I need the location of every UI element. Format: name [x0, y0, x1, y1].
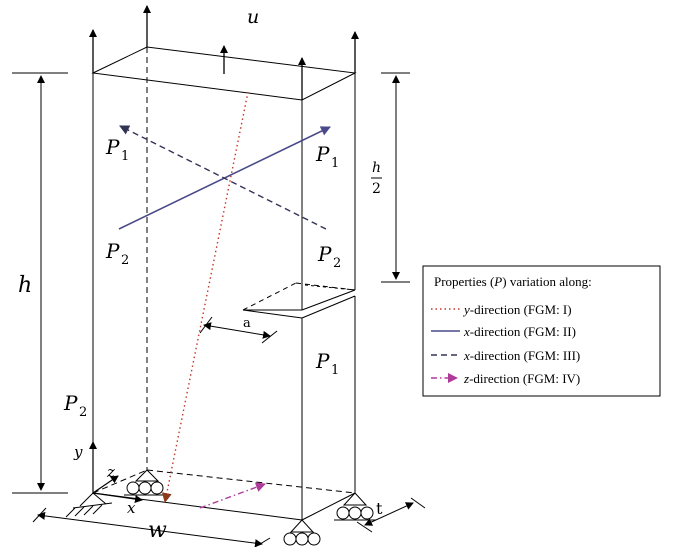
legend-item-fgm-4: z-direction (FGM: IV)	[431, 371, 580, 386]
dimension-label-a: a	[243, 316, 251, 331]
svg-text:P: P	[315, 142, 330, 166]
fgm-III-line	[119, 125, 327, 230]
svg-text:2: 2	[333, 256, 341, 271]
property-label-p1-left: P 1	[105, 135, 129, 164]
legend-item-fgm-2: x-direction (FGM: II)	[431, 324, 576, 339]
svg-text:1: 1	[331, 363, 339, 378]
legend-item-fgm-3: x-direction (FGM: III)	[431, 348, 580, 363]
dimension-t	[356, 497, 426, 533]
svg-text:y-direction (FGM: I): y-direction (FGM: I)	[462, 302, 572, 317]
svg-text:P: P	[315, 349, 330, 373]
property-label-p1-right: P 1	[315, 142, 339, 171]
dimension-h	[12, 72, 68, 494]
svg-text:P: P	[317, 242, 332, 266]
svg-text:2: 2	[79, 405, 87, 420]
legend-title: Properties (P) variation along:	[434, 274, 592, 289]
fgm-I-line	[161, 91, 249, 503]
specimen-box	[91, 46, 357, 521]
dimension-w	[32, 507, 271, 547]
svg-text:x-direction (FGM: II): x-direction (FGM: II)	[463, 324, 576, 339]
dimension-half-h	[371, 72, 410, 283]
dimension-label-t: t	[376, 499, 383, 518]
legend-item-fgm-1: y-direction (FGM: I)	[431, 302, 572, 317]
svg-text:1: 1	[121, 149, 129, 164]
roller-support-right	[334, 492, 376, 521]
dimension-label-half-h-den: 2	[372, 181, 381, 197]
dimension-label-half-h-num: h	[372, 160, 381, 176]
property-label-p1-lower: P 1	[315, 349, 339, 378]
dimension-label-h: h	[18, 273, 32, 298]
property-label-p2-lower: P 2	[63, 391, 87, 420]
svg-text:P: P	[63, 391, 78, 415]
svg-text:2: 2	[121, 253, 129, 268]
svg-text:1: 1	[331, 156, 339, 171]
roller-support-front	[283, 519, 321, 546]
axis-label-z: z	[106, 463, 115, 481]
svg-text:x-direction (FGM: III): x-direction (FGM: III)	[463, 348, 580, 363]
fixed-support	[65, 492, 113, 518]
fgm-IV-line	[199, 482, 266, 509]
displacement-label-u: u	[247, 6, 259, 28]
dimension-label-w: w	[148, 518, 167, 543]
svg-text:z-direction (FGM: IV): z-direction (FGM: IV)	[463, 371, 580, 386]
roller-support-back	[124, 469, 166, 496]
axis-label-y: y	[73, 443, 83, 461]
axis-label-x: x	[127, 499, 136, 517]
notch	[242, 282, 356, 319]
svg-text:P: P	[105, 239, 120, 263]
coordinate-axes	[89, 441, 143, 503]
displacement-arrows	[89, 5, 359, 100]
legend: Properties (P) variation along: y-direct…	[422, 265, 661, 397]
svg-text:P: P	[105, 135, 120, 159]
property-label-p2-left: P 2	[105, 239, 129, 268]
dimension-a	[199, 316, 278, 344]
property-label-p2-right: P 2	[317, 242, 341, 271]
